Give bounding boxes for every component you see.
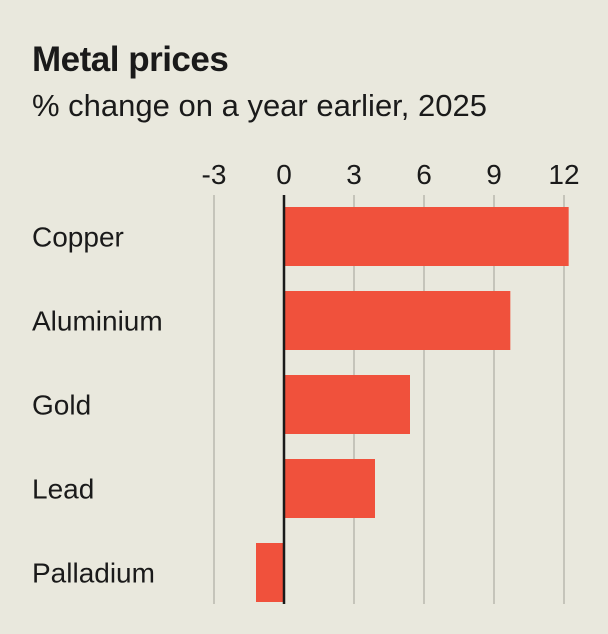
bar-palladium — [256, 543, 284, 602]
bar-copper — [284, 207, 569, 266]
chart-subtitle: % change on a year earlier, 2025 — [32, 88, 487, 123]
category-label: Gold — [32, 390, 91, 421]
category-label: Lead — [32, 474, 94, 505]
bar-aluminium — [284, 291, 511, 350]
category-label: Aluminium — [32, 306, 163, 337]
category-label: Palladium — [32, 558, 155, 589]
bar-lead — [284, 459, 375, 518]
x-tick-label: 9 — [486, 159, 502, 190]
bar-gold — [284, 375, 410, 434]
x-tick-label: 0 — [276, 159, 292, 190]
x-tick-label: 3 — [346, 159, 362, 190]
category-label: Copper — [32, 222, 124, 253]
x-tick-label: 12 — [548, 159, 579, 190]
chart-title: Metal prices — [32, 40, 229, 79]
x-tick-label: -3 — [202, 159, 227, 190]
x-tick-label: 6 — [416, 159, 432, 190]
